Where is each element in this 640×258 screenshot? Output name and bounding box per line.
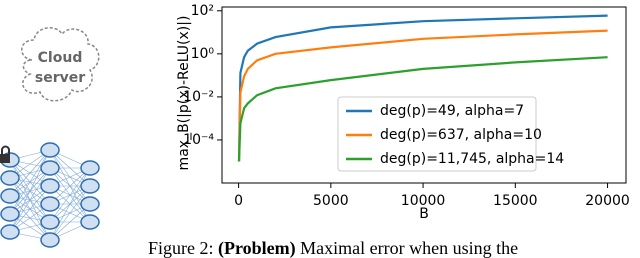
neuron (40, 214, 60, 230)
y-tick-label: 10⁻⁴ (183, 132, 214, 148)
connection (49, 167, 91, 223)
x-tick-label: 20000 (585, 193, 630, 209)
caption: Figure 2: (Problem) Maximal error when u… (148, 238, 518, 258)
x-tick-label: 10000 (401, 193, 446, 209)
legend: deg(p)=49, alpha=7 deg(p)=637, alpha=10 de… (337, 96, 564, 172)
y-tick-label: 10⁰ (191, 46, 215, 62)
connection (9, 149, 51, 197)
neuron (80, 160, 100, 176)
connection (49, 185, 91, 241)
neuron (0, 206, 20, 222)
neuron (0, 224, 20, 240)
series-line (237, 14, 608, 162)
neuron (80, 178, 100, 194)
x-tick-label: 15000 (493, 193, 538, 209)
connection (9, 167, 51, 233)
legend-box (337, 96, 537, 172)
series-line (237, 56, 608, 162)
lock-shackle (0, 145, 10, 154)
connection (49, 167, 91, 241)
connection (9, 185, 51, 233)
connection (49, 167, 91, 205)
connection (49, 203, 91, 241)
cloud-label: Cloud (38, 50, 83, 66)
neuron (40, 178, 60, 194)
diagram: Cloud server (0, 27, 100, 248)
cloud (21, 27, 100, 102)
series-line (237, 29, 608, 162)
neuron (40, 160, 60, 176)
caption-text: Maximal error when using the (300, 238, 518, 258)
neuron (40, 142, 60, 158)
chart: 10² 10⁰ 10⁻² 10⁻⁴ 0 5000 10000 15000 20000 Bmax_B… (176, 3, 630, 222)
x-axis-label: B (419, 206, 429, 222)
neural-net (0, 142, 100, 248)
neuron (80, 196, 100, 212)
neuron (80, 214, 100, 230)
x-tick-label: 5000 (313, 193, 349, 209)
x-tick-label: 0 (234, 193, 243, 209)
legend-label: deg(p)=49, alpha=7 (380, 103, 524, 119)
neuron (0, 188, 20, 204)
connection (9, 149, 51, 215)
neuron (40, 196, 60, 212)
y-tick-label: 10⁻² (183, 89, 214, 105)
y-axis-label: max_B(|p(x)-ReLU(x)|) (176, 16, 192, 171)
cloud-label: server (35, 70, 85, 86)
plot-frame (221, 6, 627, 184)
lock (0, 154, 10, 163)
legend-label: deg(p)=11,745, alpha=14 (380, 151, 564, 167)
neuron (40, 232, 60, 248)
legend-label: deg(p)=637, alpha=10 (380, 127, 542, 143)
neuron (0, 170, 20, 186)
y-tick-label: 10² (191, 3, 214, 19)
caption-bold: (Problem) (218, 238, 296, 258)
caption-prefix: Figure 2: (148, 238, 214, 258)
